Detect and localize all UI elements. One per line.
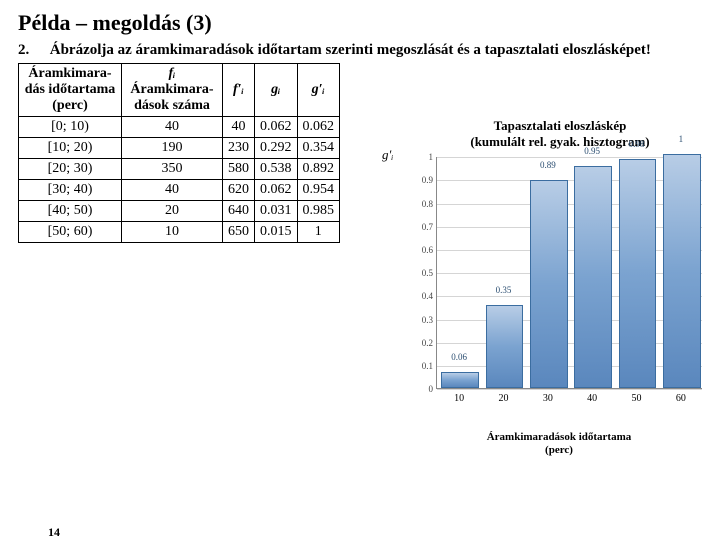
x-tick: 20 (499, 393, 509, 404)
bar-label: 0.98 (629, 139, 645, 149)
x-tick: 60 (676, 393, 686, 404)
y-tick: 0.4 (411, 291, 433, 301)
th-gprime: g′ᵢ (297, 64, 340, 117)
th-interval: Áramkimara-dás időtartama(perc) (19, 64, 122, 117)
y-tick: 0.5 (411, 268, 433, 278)
bar (486, 305, 523, 388)
x-tick: 40 (587, 393, 597, 404)
y-tick: 0.6 (411, 245, 433, 255)
task: 2. Ábrázolja az áramkimaradások időtarta… (18, 42, 702, 59)
bar (574, 166, 611, 388)
chart-area: Tapasztalati eloszláskép (kumulált rel. … (380, 118, 710, 456)
th-gi: gᵢ (255, 64, 298, 117)
task-text: Ábrázolja az áramkimaradások időtartam s… (50, 42, 690, 59)
th-fprime: f′ᵢ (223, 64, 255, 117)
y-tick: 0 (411, 384, 433, 394)
y-tick: 0.3 (411, 315, 433, 325)
bar (530, 180, 567, 388)
bar-label: 0.95 (584, 146, 600, 156)
chart-title-1: Tapasztalati eloszláskép (494, 118, 627, 133)
bar (619, 159, 656, 388)
page-number: 14 (48, 525, 60, 540)
bar-label: 0.35 (496, 285, 512, 295)
table-row: [30; 40)406200.0620.954 (19, 180, 340, 201)
x-axis-label-1: Áramkimaradások időtartama (487, 431, 632, 443)
table-row: [20; 30)3505800.5380.892 (19, 159, 340, 180)
page-title: Példa – megoldás (3) (18, 10, 702, 36)
x-tick: 50 (632, 393, 642, 404)
y-tick: 0.1 (411, 361, 433, 371)
bar (663, 154, 700, 388)
y-tick: 0.9 (411, 175, 433, 185)
y-tick: 0.2 (411, 338, 433, 348)
x-tick: 30 (543, 393, 553, 404)
y-tick: 0.8 (411, 199, 433, 209)
y-tick: 0.7 (411, 222, 433, 232)
x-axis-label-2: (perc) (545, 444, 573, 456)
task-number: 2. (18, 42, 46, 59)
bar-label: 0.06 (451, 352, 467, 362)
bar-label: 1 (679, 134, 684, 144)
bar (441, 372, 478, 388)
chart-title-2: (kumulált rel. gyak. hisztogram) (470, 134, 649, 149)
th-fi: fᵢÁramkimara-dások száma (122, 64, 223, 117)
table-row: [0; 10)40400.0620.062 (19, 117, 340, 138)
y-axis-label: g′ᵢ (382, 147, 393, 163)
x-tick: 10 (454, 393, 464, 404)
cumulative-histogram: g′ᵢ 00.10.20.30.40.50.60.70.80.911020304… (408, 151, 708, 411)
y-tick: 1 (411, 152, 433, 162)
table-row: [10; 20)1902300.2920.354 (19, 138, 340, 159)
data-table: Áramkimara-dás időtartama(perc) fᵢÁramki… (18, 63, 340, 243)
table-row: [50; 60)106500.0151 (19, 222, 340, 243)
bar-label: 0.89 (540, 160, 556, 170)
table-row: [40; 50)206400.0310.985 (19, 201, 340, 222)
